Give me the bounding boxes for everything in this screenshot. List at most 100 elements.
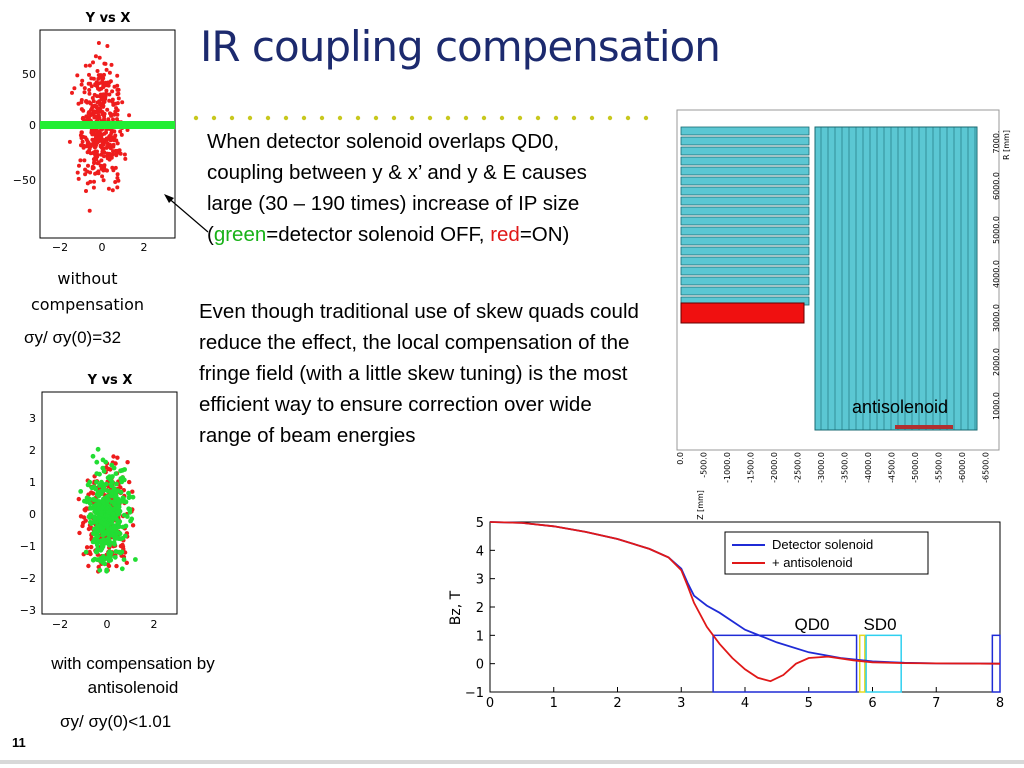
green-point <box>113 471 119 476</box>
red-point <box>77 163 81 168</box>
z-tick-label: -2000.0 <box>770 452 779 483</box>
red-point <box>118 543 124 549</box>
green-point <box>124 514 130 519</box>
divider-dot <box>229 115 235 121</box>
scatter-plot-with-compensation: Y vs X 3 2 1 0 −1 −2 −3 −2 0 2 <box>20 373 178 631</box>
legend-label-detector: Detector solenoid <box>772 537 873 552</box>
qd0-box <box>712 634 858 693</box>
red-point <box>88 170 93 175</box>
z-tick-label: -500.0 <box>700 452 709 478</box>
y-tick: 3 <box>29 412 36 425</box>
green-point <box>94 542 100 548</box>
red-point <box>115 92 120 97</box>
green-point <box>86 514 92 520</box>
green-point <box>133 557 138 562</box>
red-point <box>104 88 109 93</box>
green-point <box>105 475 111 481</box>
green-point <box>90 557 96 563</box>
green-point <box>97 483 102 488</box>
red-point <box>80 116 85 121</box>
x-tick-0: 0 <box>99 241 106 254</box>
red-point <box>102 72 106 77</box>
red-point <box>87 148 91 153</box>
red-point <box>106 186 111 191</box>
red-point <box>80 78 85 83</box>
red-point <box>111 454 116 459</box>
coil-layer <box>680 166 810 176</box>
red-point <box>115 108 120 113</box>
red-point <box>125 460 130 465</box>
red-point <box>106 563 112 569</box>
green-point <box>91 485 97 490</box>
green-point <box>110 474 115 479</box>
divider-dot <box>553 115 559 121</box>
green-point <box>97 471 102 477</box>
red-point <box>78 158 83 163</box>
divider-dot <box>355 115 361 121</box>
green-point <box>100 485 106 491</box>
green-point <box>108 482 114 487</box>
red-point <box>100 80 105 85</box>
green-point <box>116 504 122 510</box>
red-point <box>95 100 100 105</box>
y-tick-label: −1 <box>465 686 484 701</box>
y-tick-label: 4 <box>476 544 484 559</box>
red-point <box>93 82 98 87</box>
green-point <box>95 527 100 533</box>
red-point <box>77 530 82 536</box>
red-point <box>118 129 123 134</box>
red-point <box>91 491 96 496</box>
green-point <box>114 481 119 487</box>
z-tick-label: -4500.0 <box>888 452 897 483</box>
coil-layer <box>680 176 810 186</box>
y-tick: 2 <box>29 444 36 457</box>
red-point <box>112 138 117 143</box>
red-point <box>120 100 125 105</box>
red-point <box>116 149 121 154</box>
divider-dot <box>445 115 451 121</box>
green-point <box>121 477 127 483</box>
green-point <box>111 486 117 492</box>
red-point <box>111 117 115 122</box>
y-tick: −1 <box>20 540 36 553</box>
red-point <box>90 96 95 100</box>
red-point <box>87 110 91 115</box>
green-point <box>105 497 110 503</box>
x-tick: 2 <box>151 618 158 631</box>
red-point <box>115 185 120 190</box>
green-point <box>114 535 120 541</box>
red-point <box>104 67 109 72</box>
green-point <box>104 568 109 574</box>
red-point <box>110 89 115 94</box>
red-point <box>113 148 118 153</box>
green-point <box>117 508 123 514</box>
green-point <box>95 533 101 539</box>
red-point <box>86 563 91 569</box>
red-point <box>100 174 105 179</box>
green-point <box>100 499 106 505</box>
green-point <box>113 494 119 500</box>
coil-layer <box>680 246 810 256</box>
red-point <box>107 80 112 85</box>
green-point <box>112 541 117 547</box>
r-tick-label: 7000. <box>992 131 1001 154</box>
red-point <box>95 154 100 159</box>
red-point <box>92 161 97 166</box>
red-point <box>109 62 114 67</box>
red-point <box>104 138 109 142</box>
green-point <box>127 507 133 512</box>
red-point <box>79 130 84 135</box>
green-point <box>99 525 105 531</box>
paragraph-compensation: Even though traditional use of skew quad… <box>199 300 639 447</box>
z-tick-label: -2500.0 <box>794 452 803 483</box>
red-point <box>112 135 117 139</box>
red-point <box>102 114 107 119</box>
green-point <box>89 505 94 511</box>
green-point <box>115 520 121 526</box>
green-point <box>120 524 126 530</box>
red-point <box>113 180 118 184</box>
red-point <box>78 514 84 519</box>
red-point <box>110 97 115 102</box>
green-point <box>101 468 107 474</box>
red-point <box>91 150 96 155</box>
